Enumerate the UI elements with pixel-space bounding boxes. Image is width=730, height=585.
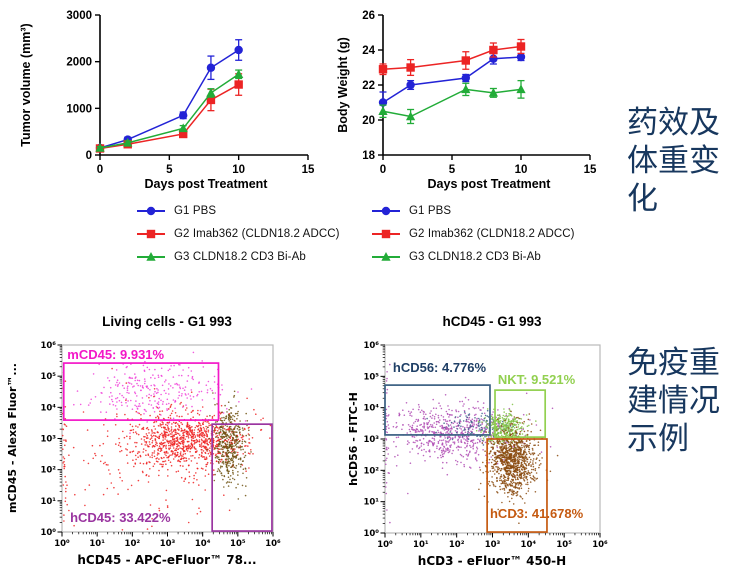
- svg-text:10⁰: 10⁰: [377, 540, 393, 550]
- svg-text:10⁰: 10⁰: [363, 529, 379, 539]
- svg-text:5: 5: [166, 164, 173, 176]
- svg-text:10⁶: 10⁶: [265, 539, 281, 549]
- flow-living-cells-plot: 10⁰ 10¹ 10² 10³ 10⁴ 10⁵ 10⁶ 10⁰ 10¹ 10² 10³ 10⁴ 10⁵ 1…: [6, 314, 281, 567]
- svg-text:10⁰: 10⁰: [54, 539, 70, 549]
- svg-text:hCD56 - FITC-H: hCD56 - FITC-H: [347, 392, 360, 486]
- svg-text:Days post Treatment: Days post Treatment: [428, 177, 552, 191]
- svg-text:hCD3: 41.678%: hCD3: 41.678%: [490, 506, 584, 521]
- svg-text:10⁴: 10⁴: [363, 404, 379, 414]
- svg-text:10⁴: 10⁴: [195, 539, 211, 549]
- svg-text:10: 10: [515, 164, 528, 176]
- svg-text:10⁶: 10⁶: [40, 341, 56, 351]
- legend-label-g3: G3 CLDN18.2 CD3 Bi-Ab: [174, 251, 306, 263]
- svg-text:10⁵: 10⁵: [40, 372, 56, 382]
- svg-text:10²: 10²: [363, 466, 379, 476]
- svg-text:10¹: 10¹: [89, 539, 105, 549]
- svg-text:10¹: 10¹: [40, 497, 56, 507]
- svg-text:hCD45 - G1 993: hCD45 - G1 993: [442, 314, 542, 329]
- tumor-volume-chart: 0 5 10 15 0 1000 2000 3000 Days post Treatment Tu…: [19, 10, 315, 191]
- legend-label-g1: G1 PBS: [409, 205, 452, 217]
- svg-text:10²: 10²: [125, 539, 141, 549]
- svg-text:18: 18: [362, 150, 375, 162]
- legend-label-g2: G2 Imab362 (CLDN18.2 ADCC): [409, 228, 575, 240]
- legend-item-g1: G1 PBS: [371, 203, 575, 219]
- svg-text:hCD45: 33.422%: hCD45: 33.422%: [70, 510, 171, 525]
- svg-text:10⁵: 10⁵: [363, 372, 379, 382]
- svg-text:2000: 2000: [66, 57, 92, 69]
- note-efficacy-weight-change: 药效及 体重变 化: [627, 105, 720, 217]
- g3-triangle-marker-icon: [136, 250, 166, 264]
- svg-text:0: 0: [97, 164, 103, 176]
- svg-text:26: 26: [362, 10, 375, 22]
- note-immune-reconstitution: 免疫重 建情况 示例: [627, 345, 720, 457]
- g2-square-marker-icon: [136, 227, 166, 241]
- svg-text:24: 24: [362, 45, 375, 57]
- svg-text:22: 22: [362, 80, 375, 92]
- svg-text:hCD3 - eFluor™ 450-H: hCD3 - eFluor™ 450-H: [418, 554, 566, 568]
- svg-text:Tumor volume (mm³): Tumor volume (mm³): [19, 23, 33, 146]
- svg-text:10⁶: 10⁶: [592, 540, 608, 550]
- svg-text:10⁰: 10⁰: [40, 528, 56, 538]
- g3-triangle-marker-icon: [371, 250, 401, 264]
- flow-hcd45-plot: 10⁰ 10¹ 10² 10³ 10⁴ 10⁵ 10⁶ 10⁰ 10¹ 10² 10³ 10⁴ 10⁵ 1…: [347, 314, 608, 568]
- svg-text:0: 0: [380, 164, 386, 176]
- svg-text:15: 15: [584, 164, 597, 176]
- svg-text:mCD45: 9.931%: mCD45: 9.931%: [67, 347, 164, 362]
- legend-item-g3: G3 CLDN18.2 CD3 Bi-Ab: [136, 249, 340, 265]
- legend-item-g2: G2 Imab362 (CLDN18.2 ADCC): [371, 226, 575, 242]
- legend-label-g1: G1 PBS: [174, 205, 217, 217]
- svg-text:10³: 10³: [40, 435, 56, 445]
- legend-item-g3: G3 CLDN18.2 CD3 Bi-Ab: [371, 249, 575, 265]
- svg-text:0: 0: [86, 150, 92, 162]
- svg-text:10: 10: [232, 164, 245, 176]
- svg-text:1000: 1000: [66, 103, 92, 115]
- svg-text:10³: 10³: [363, 435, 379, 445]
- svg-text:hCD45 - APC-eFluor™ 78...: hCD45 - APC-eFluor™ 78...: [77, 553, 256, 567]
- svg-text:20: 20: [362, 115, 375, 127]
- svg-text:10⁵: 10⁵: [230, 539, 246, 549]
- legend-item-g1: G1 PBS: [136, 203, 340, 219]
- g1-circle-marker-icon: [371, 204, 401, 218]
- svg-text:10²: 10²: [449, 540, 465, 550]
- svg-text:10²: 10²: [40, 466, 56, 476]
- svg-text:hCD56: 4.776%: hCD56: 4.776%: [393, 360, 487, 375]
- svg-text:10¹: 10¹: [363, 498, 379, 508]
- svg-text:10³: 10³: [485, 540, 501, 550]
- svg-text:10³: 10³: [160, 539, 176, 549]
- svg-text:5: 5: [449, 164, 456, 176]
- svg-text:10⁴: 10⁴: [40, 403, 56, 413]
- legend-tumor-volume: G1 PBS G2 Imab362 (CLDN18.2 ADCC) G3 CLD…: [136, 203, 340, 265]
- legend-body-weight: G1 PBS G2 Imab362 (CLDN18.2 ADCC) G3 CLD…: [371, 203, 575, 265]
- svg-text:15: 15: [302, 164, 315, 176]
- g1-circle-marker-icon: [136, 204, 166, 218]
- g2-square-marker-icon: [371, 227, 401, 241]
- svg-text:3000: 3000: [66, 10, 92, 22]
- svg-text:10⁵: 10⁵: [556, 540, 572, 550]
- legend-label-g3: G3 CLDN18.2 CD3 Bi-Ab: [409, 251, 541, 263]
- svg-text:Days post Treatment: Days post Treatment: [145, 177, 269, 191]
- svg-text:10⁶: 10⁶: [363, 341, 379, 351]
- body-weight-chart: 0 5 10 15 18 20 22 24 26 Days post Treatment Body …: [336, 10, 597, 191]
- svg-text:Living cells - G1 993: Living cells - G1 993: [102, 314, 232, 329]
- legend-item-g2: G2 Imab362 (CLDN18.2 ADCC): [136, 226, 340, 242]
- svg-text:10¹: 10¹: [413, 540, 429, 550]
- svg-text:10⁴: 10⁴: [521, 540, 537, 550]
- svg-text:Body Weight (g): Body Weight (g): [336, 37, 350, 133]
- svg-text:mCD45 - Alexa Fluor™...: mCD45 - Alexa Fluor™...: [6, 363, 19, 513]
- legend-label-g2: G2 Imab362 (CLDN18.2 ADCC): [174, 228, 340, 240]
- svg-text:NKT: 9.521%: NKT: 9.521%: [498, 372, 576, 387]
